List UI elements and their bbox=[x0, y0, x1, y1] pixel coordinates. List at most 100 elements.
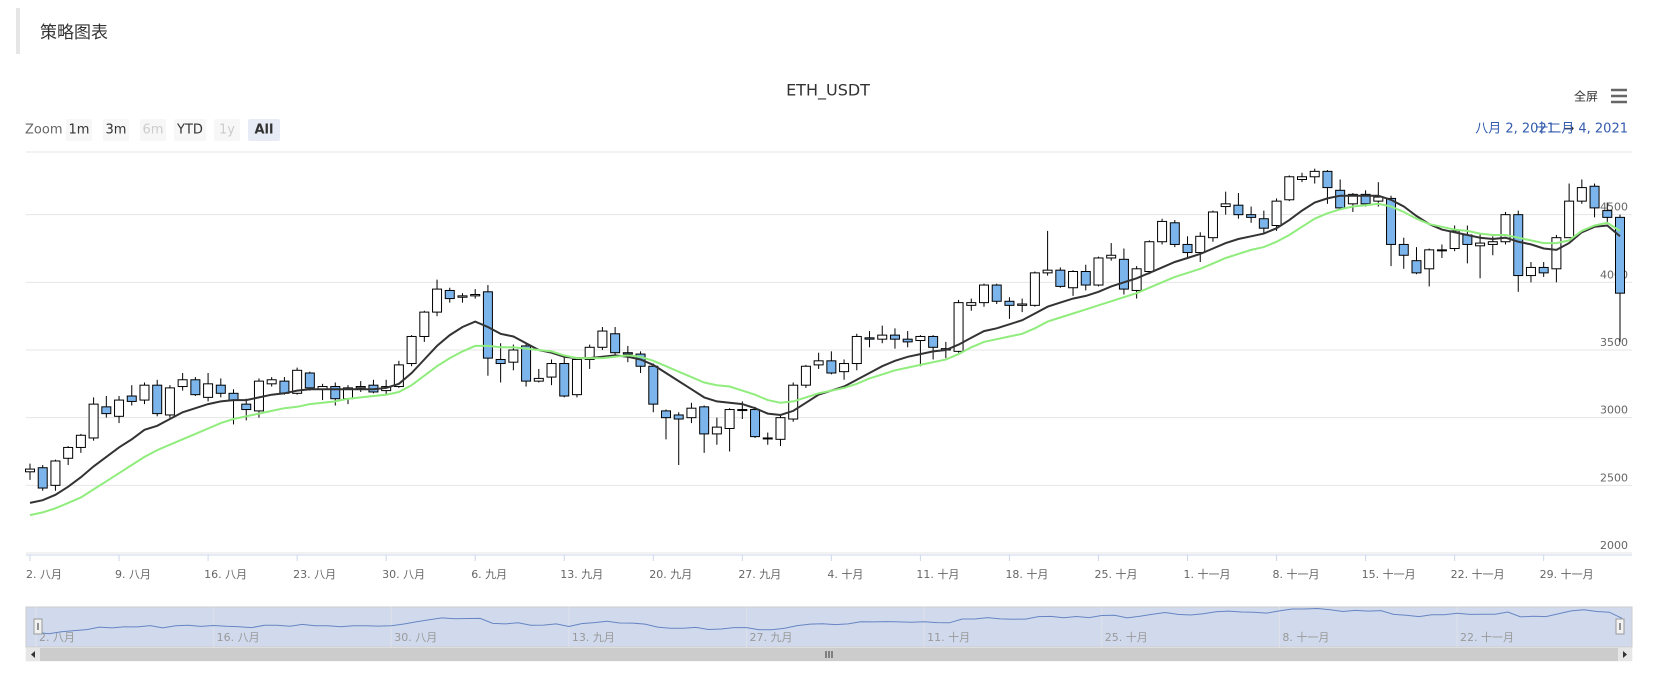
zoom-button[interactable]: YTD bbox=[176, 123, 203, 138]
menu-button[interactable] bbox=[1611, 88, 1627, 104]
zoom-button-bg[interactable] bbox=[174, 119, 206, 141]
candle-body bbox=[1398, 243, 1409, 256]
candle-body bbox=[1475, 242, 1486, 247]
candle-body bbox=[1246, 214, 1257, 218]
candle-body bbox=[393, 364, 404, 388]
candle-body bbox=[177, 379, 188, 388]
x-tick-label: 4. 十月 bbox=[827, 567, 863, 581]
candle-body bbox=[711, 426, 722, 435]
candle-body bbox=[915, 335, 926, 342]
candle-body bbox=[292, 369, 303, 394]
candle-body bbox=[228, 392, 239, 401]
ma-line bbox=[29, 202, 1621, 517]
navigator-label: 25. 十月 bbox=[1105, 630, 1148, 644]
candle-body bbox=[1258, 218, 1269, 229]
candle-body bbox=[266, 379, 277, 385]
candle-body bbox=[419, 311, 430, 337]
navigator-label: 22. 十一月 bbox=[1460, 630, 1514, 644]
header-title: 策略图表 bbox=[40, 23, 108, 43]
candle-body bbox=[37, 467, 48, 489]
y-tick-label: 3500 bbox=[1600, 336, 1628, 349]
candle-body bbox=[1004, 300, 1015, 306]
navigator-line bbox=[35, 607, 1623, 635]
candle-body bbox=[953, 302, 964, 352]
candle-body bbox=[521, 345, 532, 382]
x-tick-label: 9. 八月 bbox=[115, 568, 151, 581]
candle-body bbox=[851, 335, 862, 365]
candle-body bbox=[1029, 272, 1040, 306]
header-accent bbox=[16, 8, 20, 54]
navigator-label: 27. 九月 bbox=[750, 631, 793, 644]
candle-body bbox=[406, 335, 417, 365]
candle-body bbox=[203, 383, 214, 398]
navigator-label: 13. 九月 bbox=[572, 631, 615, 644]
candle-body bbox=[1233, 204, 1244, 216]
candle-body bbox=[152, 384, 163, 415]
candle-body bbox=[1615, 216, 1625, 294]
x-tick-label: 11. 十月 bbox=[916, 567, 959, 581]
candle-body bbox=[495, 358, 506, 365]
zoom-button-bg[interactable] bbox=[66, 119, 92, 141]
navigator-label: 11. 十月 bbox=[927, 630, 970, 644]
fullscreen-button[interactable]: 全屏 bbox=[1574, 89, 1598, 104]
zoom-button[interactable]: 1m bbox=[69, 123, 90, 138]
candle-body bbox=[190, 379, 201, 396]
zoom-button-bg bbox=[214, 119, 240, 141]
candle-body bbox=[991, 284, 1002, 302]
x-tick-label: 18. 十月 bbox=[1005, 567, 1048, 581]
candle-body bbox=[1220, 203, 1231, 208]
range-arrow: → bbox=[1564, 122, 1575, 137]
x-tick-label: 16. 八月 bbox=[204, 568, 247, 581]
x-tick-label: 6. 九月 bbox=[471, 568, 507, 581]
candle-body bbox=[826, 360, 837, 374]
range-from[interactable]: 八月 2, 2021 bbox=[1475, 122, 1555, 137]
candle-body bbox=[1093, 257, 1104, 286]
candle-body bbox=[1055, 269, 1066, 287]
zoom-button-bg[interactable] bbox=[248, 119, 280, 141]
y-tick-label: 3000 bbox=[1600, 404, 1628, 417]
candle-body bbox=[673, 414, 684, 420]
candle-body bbox=[215, 384, 226, 394]
candle-body bbox=[1564, 200, 1575, 239]
candle-body bbox=[50, 460, 61, 486]
candle-body bbox=[686, 407, 697, 419]
candle-body bbox=[88, 403, 99, 439]
navigator-label: 8. 十一月 bbox=[1282, 630, 1329, 644]
candle-body bbox=[1284, 176, 1295, 201]
candle-body bbox=[1487, 241, 1498, 245]
candle-body bbox=[1195, 235, 1206, 254]
candle-body bbox=[1169, 222, 1180, 245]
candle-body bbox=[762, 437, 773, 440]
chart-title: ETH_USDT bbox=[786, 81, 870, 101]
candle-body bbox=[737, 409, 748, 412]
candle-body bbox=[750, 409, 761, 438]
candle-body bbox=[1551, 237, 1562, 270]
candle-body bbox=[800, 365, 811, 386]
candle-body bbox=[1525, 266, 1536, 277]
x-tick-label: 30. 八月 bbox=[382, 568, 425, 581]
zoom-button-bg bbox=[140, 119, 166, 141]
zoom-button[interactable]: 3m bbox=[106, 123, 127, 138]
ma-line bbox=[29, 194, 1621, 504]
x-tick-label: 29. 十一月 bbox=[1540, 567, 1594, 581]
candle-body bbox=[1335, 189, 1346, 209]
zoom-button-bg[interactable] bbox=[103, 119, 129, 141]
candle-body bbox=[1068, 271, 1079, 289]
candle-body bbox=[75, 434, 86, 448]
scrollbar-arrow-left bbox=[31, 651, 35, 658]
candle-body bbox=[546, 363, 557, 378]
candle-body bbox=[1322, 170, 1333, 189]
y-tick-label: 2000 bbox=[1600, 539, 1628, 552]
range-to[interactable]: 十二月 4, 2021 bbox=[1535, 122, 1628, 137]
candle-body bbox=[304, 372, 315, 389]
x-tick-label: 20. 九月 bbox=[649, 568, 692, 581]
candle-body bbox=[1144, 241, 1155, 273]
candle-body bbox=[1602, 210, 1613, 218]
candle-body bbox=[1424, 249, 1435, 270]
candle-body bbox=[775, 417, 786, 440]
zoom-button[interactable]: All bbox=[255, 123, 274, 138]
candle-body bbox=[1449, 230, 1460, 249]
candle-body bbox=[1411, 260, 1422, 274]
x-tick-label: 15. 十一月 bbox=[1362, 567, 1416, 581]
